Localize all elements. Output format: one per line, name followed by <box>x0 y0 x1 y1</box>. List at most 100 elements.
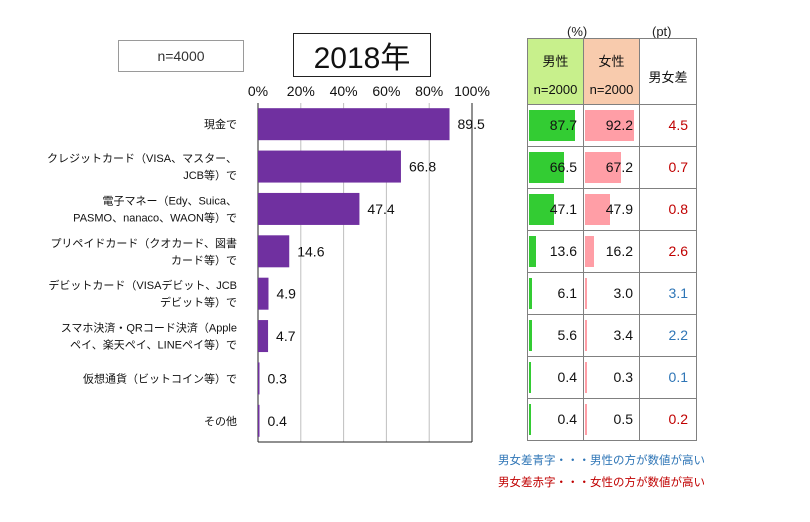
category-label: スマホ決済・QRコード決済（Apple <box>61 321 237 335</box>
bar-value-label: 0.3 <box>268 370 288 386</box>
unit-percent: (%) <box>567 24 588 39</box>
male-cell: 0.4 <box>527 398 584 441</box>
bar <box>258 362 260 395</box>
category-label: ペイ、楽天ペイ、LINEペイ等）で <box>70 338 237 352</box>
female-cell: 0.5 <box>583 398 640 441</box>
male-value: 13.6 <box>549 243 577 259</box>
bar-value-label: 89.5 <box>458 116 485 132</box>
category-label: プリペイドカード（クオカード、図書 <box>50 236 237 250</box>
male-cell: 13.6 <box>527 230 584 273</box>
sample-size-box: n=4000 <box>118 40 244 72</box>
category-label: PASMO、nanaco、WAON等）で <box>73 210 237 224</box>
male-bar <box>529 110 576 141</box>
gender-table-row: 66.5 67.2 0.7 <box>527 146 697 189</box>
gender-table-header: 男性 n=2000 女性 n=2000 男女差 <box>527 38 697 105</box>
female-header: 女性 n=2000 <box>583 38 640 105</box>
female-bar <box>585 362 587 393</box>
bar-value-label: 14.6 <box>297 243 324 259</box>
female-value: 3.0 <box>613 285 633 301</box>
diff-value: 4.5 <box>668 117 688 133</box>
male-bar <box>529 278 533 309</box>
male-cell: 66.5 <box>527 146 584 189</box>
female-cell: 3.0 <box>583 272 640 315</box>
female-value: 67.2 <box>605 159 633 175</box>
female-bar <box>585 320 587 351</box>
bar <box>258 150 401 183</box>
bar-value-label: 0.4 <box>268 413 288 429</box>
male-bar <box>529 362 531 393</box>
gender-table-row: 47.1 47.9 0.8 <box>527 188 697 231</box>
diff-value: 2.2 <box>668 327 688 343</box>
category-label: 仮想通貨（ビットコイン等）で <box>83 371 237 385</box>
legend-red-note: 男女差赤字・・・女性の方が数値が高い <box>498 477 705 489</box>
year-title: 2018年 <box>293 33 431 77</box>
female-sample-size: n=2000 <box>589 82 634 97</box>
diff-value: 0.7 <box>668 159 688 175</box>
male-cell: 6.1 <box>527 272 584 315</box>
male-cell: 5.6 <box>527 314 584 357</box>
female-value: 0.5 <box>613 411 633 427</box>
male-bar <box>529 404 531 435</box>
male-value: 0.4 <box>557 411 577 427</box>
male-value: 0.4 <box>557 369 577 385</box>
diff-value: 3.1 <box>668 285 688 301</box>
male-bar <box>529 194 554 225</box>
x-tick-label: 100% <box>454 83 490 99</box>
male-header-label: 男性 <box>542 54 569 69</box>
diff-cell: 0.8 <box>639 188 697 231</box>
male-cell: 0.4 <box>527 356 584 399</box>
diff-header: 男女差 <box>639 38 697 105</box>
bar-value-label: 47.4 <box>367 201 394 217</box>
gender-table-row: 5.6 3.4 2.2 <box>527 314 697 357</box>
male-value: 5.6 <box>557 327 577 343</box>
female-bar <box>585 152 621 183</box>
female-value: 0.3 <box>613 369 633 385</box>
x-tick-label: 80% <box>415 83 443 99</box>
female-value: 47.9 <box>605 201 633 217</box>
male-cell: 87.7 <box>527 104 584 147</box>
diff-cell: 0.7 <box>639 146 697 189</box>
female-value: 3.4 <box>613 327 633 343</box>
bar <box>258 192 360 225</box>
diff-cell: 3.1 <box>639 272 697 315</box>
female-value: 92.2 <box>605 117 633 133</box>
category-label: JCB等）で <box>183 168 237 182</box>
category-label: 電子マネー（Edy、Suica、 <box>103 194 237 207</box>
female-bar <box>585 278 587 309</box>
x-tick-label: 20% <box>287 83 315 99</box>
x-tick-label: 40% <box>330 83 358 99</box>
male-header: 男性 n=2000 <box>527 38 584 105</box>
female-header-label: 女性 <box>598 54 625 69</box>
diff-cell: 4.5 <box>639 104 697 147</box>
gender-table: 男性 n=2000 女性 n=2000 男女差 87.7 92.2 4.5 66.5 6… <box>527 38 697 441</box>
bar-value-label: 4.9 <box>276 286 296 302</box>
male-bar <box>529 320 532 351</box>
diff-cell: 0.1 <box>639 356 697 399</box>
female-bar <box>585 236 594 267</box>
male-sample-size: n=2000 <box>533 82 578 97</box>
diff-cell: 2.2 <box>639 314 697 357</box>
bar <box>258 108 450 141</box>
female-cell: 92.2 <box>583 104 640 147</box>
diff-cell: 2.6 <box>639 230 697 273</box>
female-cell: 3.4 <box>583 314 640 357</box>
gender-table-row: 13.6 16.2 2.6 <box>527 230 697 273</box>
legend-blue-note: 男女差青字・・・男性の方が数値が高い <box>498 455 705 467</box>
female-value: 16.2 <box>605 243 633 259</box>
female-bar <box>585 110 634 141</box>
gender-table-row: 0.4 0.3 0.1 <box>527 356 697 399</box>
x-tick-label: 0% <box>248 83 268 99</box>
diff-value: 0.1 <box>668 369 688 385</box>
gender-table-row: 6.1 3.0 3.1 <box>527 272 697 315</box>
x-tick-label: 60% <box>372 83 400 99</box>
bar-value-label: 66.8 <box>409 159 436 175</box>
category-label: カード等）で <box>171 253 237 267</box>
male-value: 87.7 <box>549 117 577 133</box>
bar <box>258 404 260 437</box>
category-label: その他 <box>204 415 237 428</box>
category-label: デビットカード（VISAデビット、JCB <box>48 278 237 292</box>
female-bar <box>585 194 611 225</box>
gender-table-row: 0.4 0.5 0.2 <box>527 398 697 441</box>
female-cell: 16.2 <box>583 230 640 273</box>
